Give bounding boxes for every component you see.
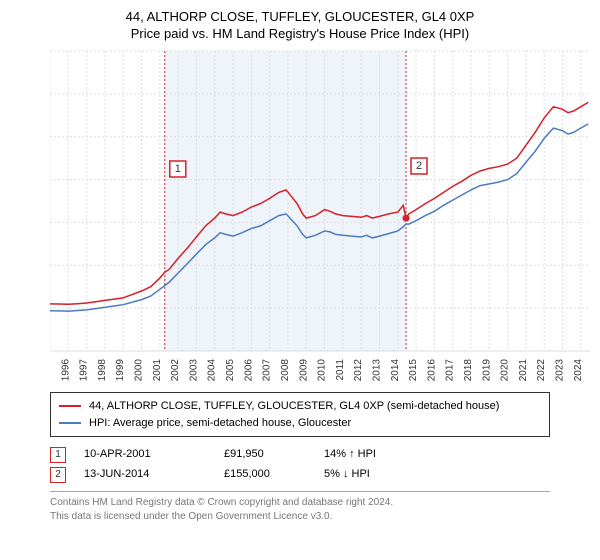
svg-text:2003: 2003 [188, 359, 199, 382]
svg-text:2016: 2016 [426, 359, 437, 382]
svg-text:2010: 2010 [317, 359, 328, 382]
svg-text:2001: 2001 [152, 359, 163, 382]
legend-row-hpi: HPI: Average price, semi-detached house,… [59, 415, 541, 432]
svg-text:2024: 2024 [573, 359, 584, 382]
svg-text:1996: 1996 [60, 359, 71, 382]
svg-text:2009: 2009 [298, 359, 309, 382]
sale-row: 1 10-APR-2001£91,95014% ↑ HPI [50, 445, 550, 465]
sale-date: 10-APR-2001 [84, 445, 224, 465]
footer: Contains HM Land Registry data © Crown c… [50, 491, 550, 524]
svg-text:2011: 2011 [335, 359, 346, 381]
sale-marker: 1 [50, 447, 66, 463]
legend-label-hpi: HPI: Average price, semi-detached house,… [89, 415, 351, 432]
svg-text:2: 2 [416, 160, 422, 172]
chart-svg: £0£50K£100K£150K£200K£250K£300K£350K1995… [50, 46, 590, 386]
svg-text:2007: 2007 [262, 359, 273, 382]
svg-text:2006: 2006 [243, 359, 254, 382]
sale-diff: 14% ↑ HPI [324, 445, 444, 465]
svg-text:1998: 1998 [97, 359, 108, 382]
svg-text:1999: 1999 [115, 359, 126, 382]
svg-text:2002: 2002 [170, 359, 181, 382]
svg-text:2023: 2023 [555, 359, 566, 382]
svg-text:2020: 2020 [500, 359, 511, 382]
footer-line2: This data is licensed under the Open Gov… [50, 510, 550, 524]
svg-text:2014: 2014 [390, 359, 401, 382]
svg-text:2013: 2013 [371, 359, 382, 382]
svg-text:2008: 2008 [280, 359, 291, 382]
svg-text:2012: 2012 [353, 359, 364, 382]
svg-text:2021: 2021 [518, 359, 529, 382]
svg-text:1: 1 [175, 163, 181, 175]
legend-swatch-hpi [59, 422, 81, 424]
svg-text:2000: 2000 [134, 359, 145, 382]
svg-text:2005: 2005 [225, 359, 236, 382]
chart-area: £0£50K£100K£150K£200K£250K£300K£350K1995… [50, 46, 590, 386]
svg-text:2022: 2022 [536, 359, 547, 382]
legend-swatch-property [59, 405, 81, 407]
sale-row: 2 13-JUN-2014£155,0005% ↓ HPI [50, 465, 550, 485]
legend-row-property: 44, ALTHORP CLOSE, TUFFLEY, GLOUCESTER, … [59, 398, 541, 415]
svg-text:1995: 1995 [50, 359, 53, 382]
svg-text:1997: 1997 [79, 359, 90, 382]
sale-price: £155,000 [224, 465, 324, 485]
svg-text:2018: 2018 [463, 359, 474, 382]
footer-line1: Contains HM Land Registry data © Crown c… [50, 496, 550, 510]
legend: 44, ALTHORP CLOSE, TUFFLEY, GLOUCESTER, … [50, 392, 550, 437]
sale-date: 13-JUN-2014 [84, 465, 224, 485]
svg-text:2019: 2019 [481, 359, 492, 382]
svg-text:2004: 2004 [207, 359, 218, 382]
chart-title-line2: Price paid vs. HM Land Registry's House … [0, 26, 600, 46]
sale-price: £91,950 [224, 445, 324, 465]
chart-title-line1: 44, ALTHORP CLOSE, TUFFLEY, GLOUCESTER, … [0, 0, 600, 26]
sales-table: 1 10-APR-2001£91,95014% ↑ HPI 2 13-JUN-2014… [50, 445, 550, 485]
sale-marker: 2 [50, 467, 66, 483]
legend-label-property: 44, ALTHORP CLOSE, TUFFLEY, GLOUCESTER, … [89, 398, 499, 415]
sale-diff: 5% ↓ HPI [324, 465, 444, 485]
svg-text:2017: 2017 [445, 359, 456, 382]
svg-text:2015: 2015 [408, 359, 419, 382]
